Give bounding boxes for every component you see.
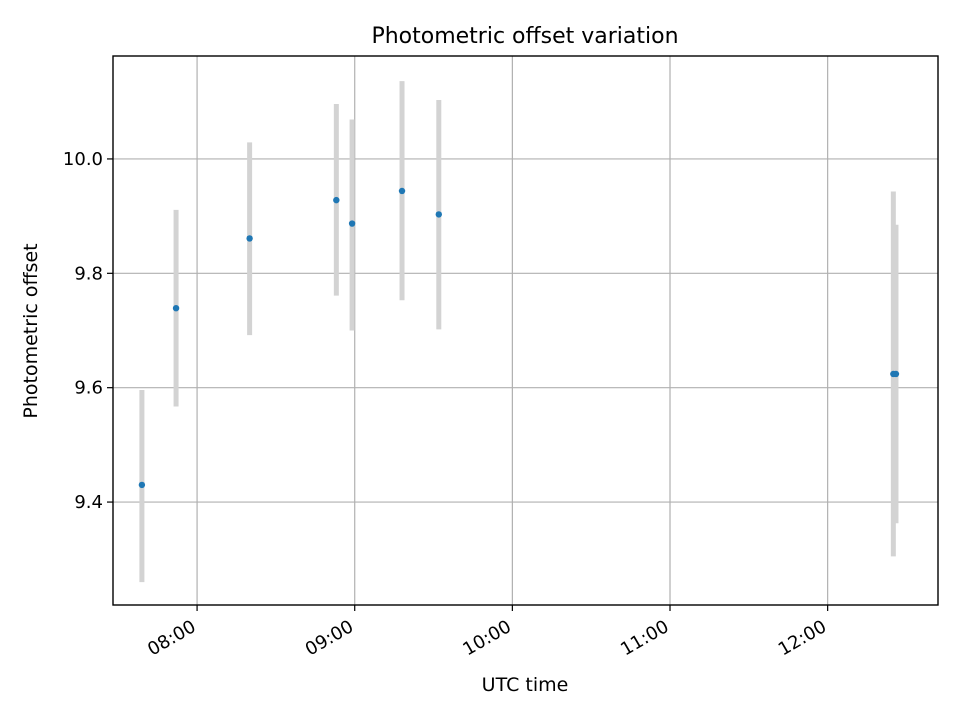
y-tick-label: 9.4 (74, 492, 103, 513)
y-tick-label: 9.6 (74, 378, 103, 399)
data-points (138, 187, 900, 489)
grid (113, 56, 938, 605)
data-point (348, 220, 356, 227)
y-axis-label: Photometric offset (20, 243, 42, 418)
data-point (398, 187, 406, 195)
y-tick-label: 9.8 (74, 263, 103, 284)
x-axis-label: UTC time (482, 674, 569, 696)
data-point (435, 211, 442, 218)
data-point (138, 481, 146, 489)
chart-title: Photometric offset variation (371, 24, 678, 49)
data-point (172, 304, 180, 312)
data-point (892, 370, 900, 378)
plot-frame (112, 55, 939, 606)
y-tick-label: 10.0 (63, 149, 103, 170)
data-point (246, 235, 253, 242)
data-point (333, 196, 340, 204)
